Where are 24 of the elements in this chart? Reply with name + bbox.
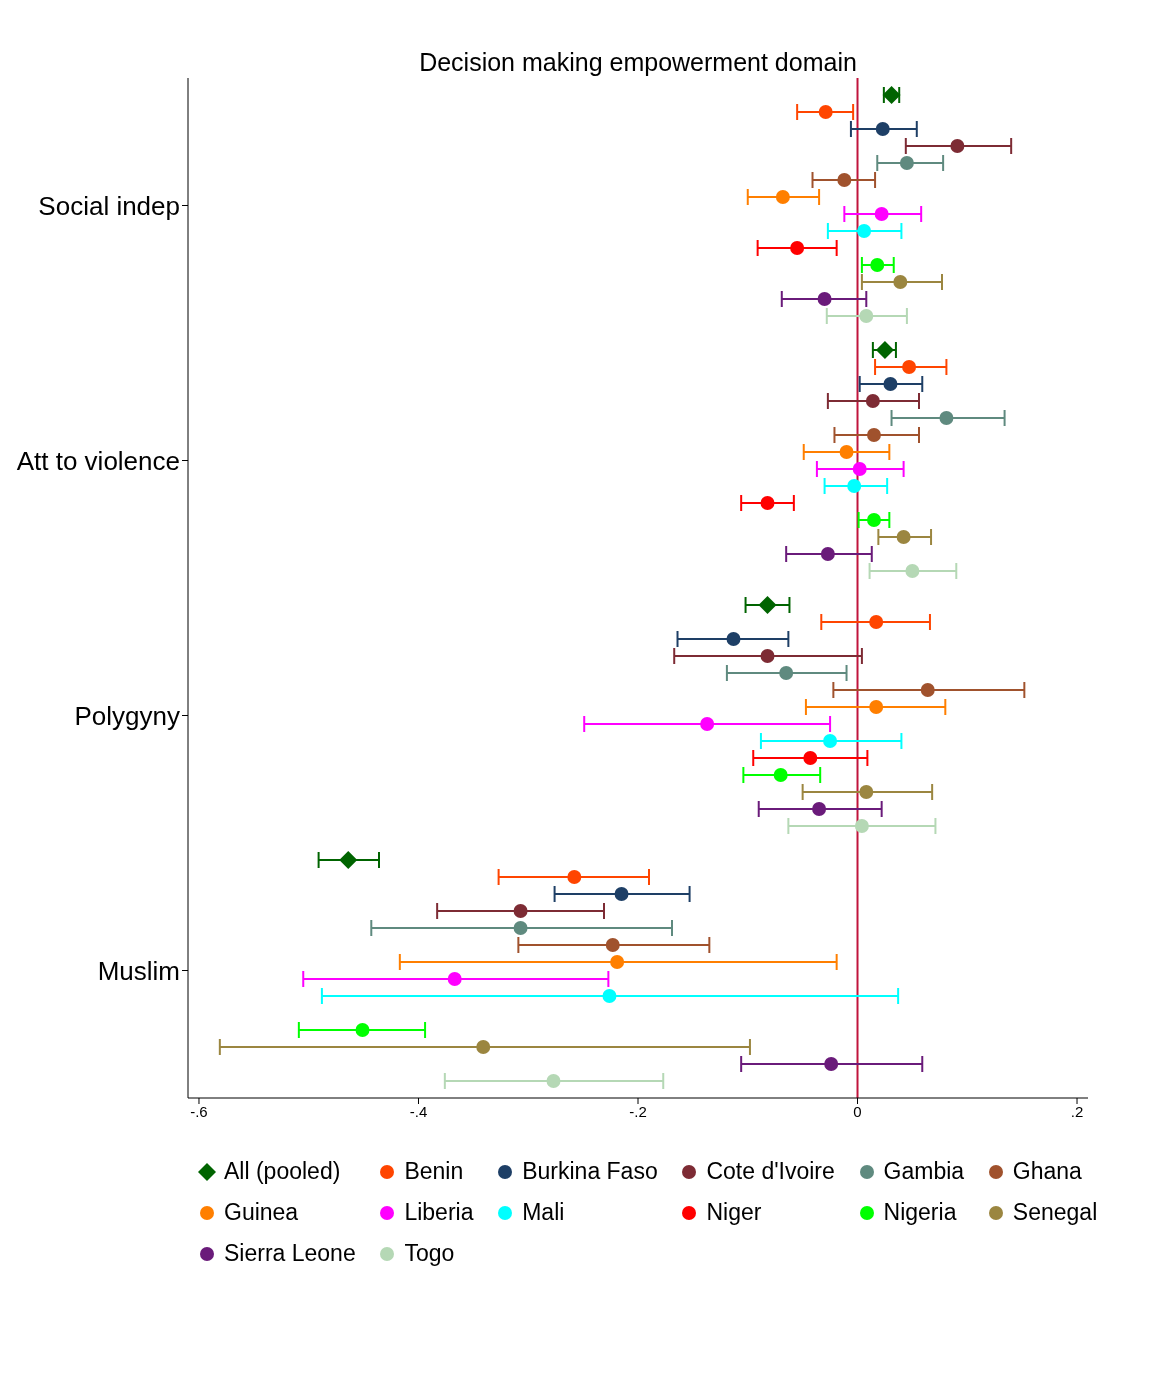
y-tick-label: Social indep	[38, 190, 180, 221]
legend-label: Guinea	[224, 1199, 299, 1226]
x-tick-label: -.6	[190, 1102, 208, 1120]
legend-label: Togo	[404, 1240, 455, 1267]
legend-label: Sierra Leone	[224, 1240, 356, 1267]
legend-label: All (pooled)	[224, 1158, 341, 1185]
x-tick-label: .2	[1070, 1102, 1084, 1120]
legend-label: Cote d'Ivoire	[706, 1158, 835, 1185]
legend-label: Burkina Faso	[522, 1158, 658, 1185]
legend-label: Niger	[706, 1199, 762, 1226]
legend-label: Senegal	[1012, 1199, 1098, 1226]
y-tick-label: Muslim	[97, 955, 180, 986]
legend-label: Gambia	[883, 1158, 965, 1185]
x-tick-label: -.2	[629, 1102, 647, 1120]
y-tick-label: Polygyny	[74, 700, 180, 731]
legend-label: Mali	[522, 1199, 565, 1226]
legend-label: Liberia	[404, 1199, 474, 1226]
chart-title: Decision making empowerment domain	[418, 48, 858, 77]
x-tick-label: 0	[853, 1102, 862, 1120]
legend-label: Ghana	[1012, 1158, 1082, 1185]
legend-label: Nigeria	[883, 1199, 957, 1226]
y-tick-label: Att to violence	[16, 445, 180, 476]
x-tick-label: -.4	[409, 1102, 428, 1120]
legend-label: Benin	[404, 1158, 464, 1185]
